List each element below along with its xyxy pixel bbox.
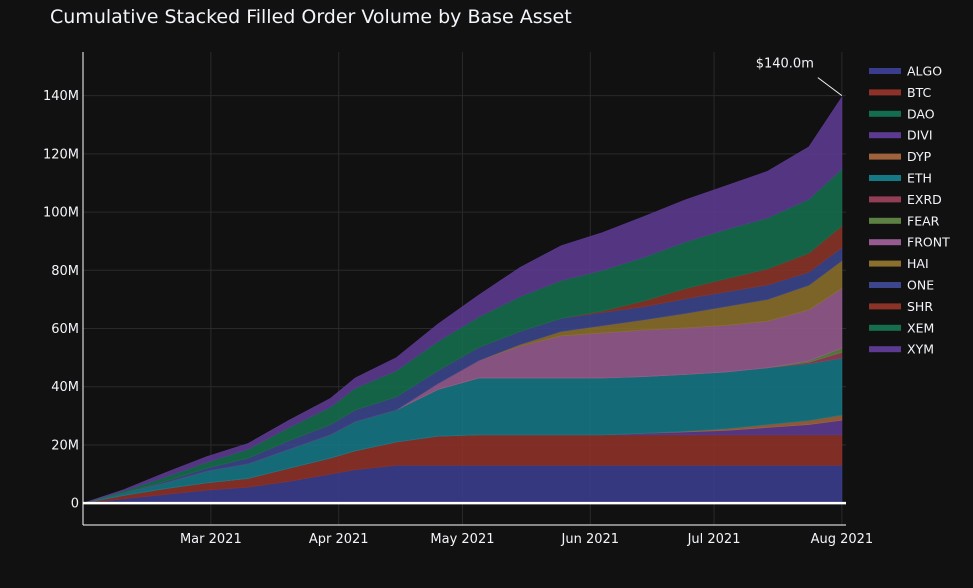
legend-item-xym[interactable]: XYM	[869, 342, 934, 357]
legend-swatch	[869, 346, 901, 353]
legend-item-xem[interactable]: XEM	[869, 320, 934, 335]
x-tick-label: Apr 2021	[309, 532, 369, 547]
chart-title: Cumulative Stacked Filled Order Volume b…	[50, 6, 572, 28]
annotations: $140.0m	[756, 57, 843, 97]
legend-swatch	[869, 260, 901, 267]
legend-swatch	[869, 110, 901, 117]
legend-label: BTC	[907, 85, 931, 100]
legend-item-dao[interactable]: DAO	[869, 106, 935, 121]
x-tick-label: Jul 2021	[687, 532, 741, 547]
stacked-areas[interactable]	[82, 96, 843, 504]
legend-label: DIVI	[907, 128, 933, 143]
y-tick-label: 100M	[43, 206, 79, 221]
y-tick-label: 60M	[51, 322, 79, 337]
legend-item-dyp[interactable]: DYP	[869, 149, 932, 164]
y-tick-label: 20M	[51, 438, 79, 453]
legend-label: XYM	[907, 342, 934, 357]
legend-item-shr[interactable]: SHR	[869, 299, 933, 314]
legend-swatch	[869, 89, 901, 96]
legend-label: ETH	[907, 171, 932, 186]
legend-item-hai[interactable]: HAI	[869, 256, 929, 271]
legend-label: SHR	[907, 299, 933, 314]
legend-label: XEM	[907, 320, 934, 335]
legend-swatch	[869, 68, 901, 74]
legend-swatch	[869, 282, 901, 288]
legend-swatch	[869, 217, 901, 224]
legend-label: FEAR	[907, 213, 940, 228]
legend-swatch	[869, 132, 901, 139]
x-tick-label: Jun 2021	[561, 532, 620, 547]
legend-item-one[interactable]: ONE	[869, 278, 934, 293]
legend-item-exrd[interactable]: EXRD	[869, 192, 942, 207]
x-tick-label: Aug 2021	[811, 532, 874, 547]
legend-swatch	[869, 196, 901, 203]
annotation-arrow	[817, 77, 843, 97]
legend-item-algo[interactable]: ALGO	[869, 64, 942, 79]
legend-label: ONE	[907, 278, 934, 293]
y-tick-label: 120M	[43, 147, 79, 162]
legend-swatch	[869, 175, 901, 181]
legend-swatch	[869, 239, 901, 246]
legend-item-btc[interactable]: BTC	[869, 85, 931, 100]
annotation-total-label: $140.0m	[756, 57, 814, 72]
legend-label: FRONT	[907, 235, 950, 250]
legend-label: DAO	[907, 106, 935, 121]
legend-label: HAI	[907, 256, 929, 271]
legend-item-eth[interactable]: ETH	[869, 171, 932, 186]
legend-item-front[interactable]: FRONT	[869, 235, 950, 250]
x-tick-label: May 2021	[430, 532, 494, 547]
legend-item-fear[interactable]: FEAR	[869, 213, 940, 228]
area-series-xym[interactable]	[82, 96, 843, 504]
legend-swatch	[869, 324, 901, 331]
legend-item-divi[interactable]: DIVI	[869, 128, 933, 143]
axes: 0 20M 40M 60M 80M 100M 120M 140M Mar 2021 Apr 202…	[43, 52, 873, 547]
x-tick-label: Mar 2021	[180, 532, 242, 547]
legend[interactable]: ALGO BTC DAO DIVI DYP ETH EXRD FEAR FRONT HAI ONE S…	[869, 64, 950, 357]
legend-label: DYP	[907, 149, 932, 164]
legend-label: ALGO	[907, 64, 942, 79]
y-tick-label: 40M	[51, 380, 79, 395]
y-tick-label: 0	[71, 497, 79, 512]
legend-label: EXRD	[907, 192, 942, 207]
legend-swatch	[869, 303, 901, 310]
legend-swatch	[869, 153, 901, 160]
y-tick-label: 80M	[51, 264, 79, 279]
y-tick-label: 140M	[43, 89, 79, 104]
